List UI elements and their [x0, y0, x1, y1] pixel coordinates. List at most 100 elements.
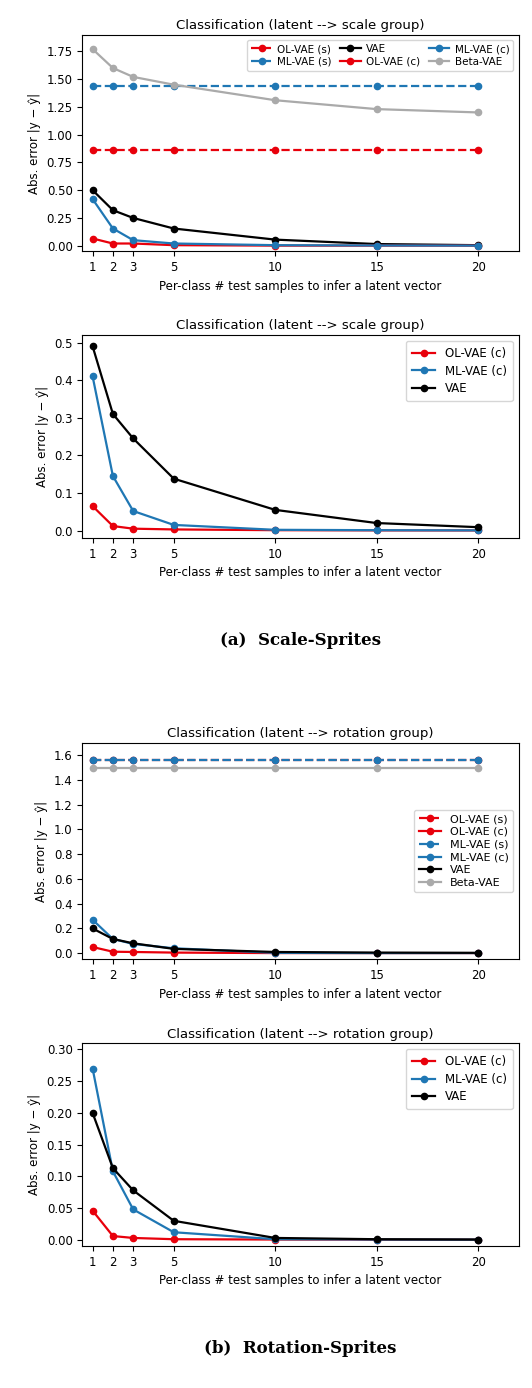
VAE	[272, 944, 278, 960]
ML-VAE (c)	[110, 1163, 116, 1180]
OL-VAE (s)	[171, 752, 177, 769]
OL-VAE (s)	[272, 142, 278, 158]
OL-VAE (s)	[272, 752, 278, 769]
VAE	[171, 221, 177, 237]
ML-VAE (c)	[89, 368, 96, 384]
Beta-VAE	[272, 759, 278, 776]
Line: OL-VAE (c): OL-VAE (c)	[89, 944, 481, 956]
ML-VAE (s)	[272, 78, 278, 94]
ML-VAE (c)	[373, 237, 380, 254]
Line: ML-VAE (c): ML-VAE (c)	[89, 196, 481, 248]
OL-VAE (s)	[130, 142, 136, 158]
VAE	[110, 405, 116, 422]
VAE	[373, 236, 380, 253]
OL-VAE (c)	[171, 944, 177, 960]
OL-VAE (c)	[272, 237, 278, 254]
VAE	[89, 1105, 96, 1122]
OL-VAE (c)	[272, 522, 278, 539]
ML-VAE (s)	[171, 751, 177, 768]
Line: ML-VAE (s): ML-VAE (s)	[89, 756, 481, 762]
VAE	[130, 936, 136, 952]
OL-VAE (c)	[110, 235, 116, 251]
ML-VAE (c)	[373, 522, 380, 539]
Line: ML-VAE (c): ML-VAE (c)	[89, 373, 481, 533]
OL-VAE (c)	[171, 237, 177, 254]
OL-VAE (c)	[373, 1231, 380, 1248]
Beta-VAE	[110, 759, 116, 776]
ML-VAE (c)	[130, 936, 136, 952]
ML-VAE (s)	[130, 78, 136, 94]
ML-VAE (s)	[130, 751, 136, 768]
Beta-VAE	[89, 40, 96, 57]
Line: Beta-VAE: Beta-VAE	[89, 46, 481, 115]
OL-VAE (c)	[110, 518, 116, 534]
VAE	[89, 182, 96, 198]
OL-VAE (c)	[89, 230, 96, 247]
OL-VAE (c)	[130, 235, 136, 251]
Line: VAE: VAE	[89, 343, 481, 530]
Title: Classification (latent --> rotation group): Classification (latent --> rotation grou…	[168, 727, 434, 740]
Line: OL-VAE (c): OL-VAE (c)	[89, 1208, 481, 1242]
Legend: OL-VAE (c), ML-VAE (c), VAE: OL-VAE (c), ML-VAE (c), VAE	[406, 341, 513, 401]
OL-VAE (c)	[130, 944, 136, 960]
VAE	[272, 501, 278, 518]
ML-VAE (s)	[110, 78, 116, 94]
Beta-VAE	[373, 101, 380, 118]
Y-axis label: Abs. error |y − ŷ|: Abs. error |y − ŷ|	[28, 1094, 41, 1195]
VAE	[272, 1230, 278, 1246]
Line: ML-VAE (c): ML-VAE (c)	[89, 1066, 481, 1242]
VAE	[171, 471, 177, 487]
X-axis label: Per-class # test samples to infer a latent vector: Per-class # test samples to infer a late…	[160, 566, 442, 579]
VAE	[475, 944, 481, 960]
X-axis label: Per-class # test samples to infer a latent vector: Per-class # test samples to infer a late…	[160, 1274, 442, 1288]
OL-VAE (c)	[110, 1228, 116, 1245]
OL-VAE (c)	[373, 945, 380, 962]
Title: Classification (latent --> scale group): Classification (latent --> scale group)	[176, 19, 425, 32]
Legend: OL-VAE (s), OL-VAE (c), ML-VAE (s), ML-VAE (c), VAE, Beta-VAE: OL-VAE (s), OL-VAE (c), ML-VAE (s), ML-V…	[414, 809, 513, 892]
Legend: OL-VAE (c), ML-VAE (c), VAE: OL-VAE (c), ML-VAE (c), VAE	[406, 1049, 513, 1109]
Line: VAE: VAE	[89, 187, 481, 248]
VAE	[475, 237, 481, 254]
ML-VAE (c)	[110, 221, 116, 237]
OL-VAE (c)	[171, 520, 177, 537]
Y-axis label: Abs. error |y − ŷ|: Abs. error |y − ŷ|	[36, 386, 48, 487]
ML-VAE (c)	[130, 232, 136, 248]
ML-VAE (c)	[373, 1231, 380, 1248]
ML-VAE (c)	[89, 912, 96, 929]
OL-VAE (c)	[130, 1230, 136, 1246]
OL-VAE (s)	[373, 752, 380, 769]
ML-VAE (s)	[475, 78, 481, 94]
Beta-VAE	[475, 759, 481, 776]
VAE	[475, 519, 481, 536]
VAE	[373, 515, 380, 532]
Line: OL-VAE (c): OL-VAE (c)	[89, 502, 481, 533]
VAE	[272, 232, 278, 248]
ML-VAE (c)	[171, 940, 177, 956]
Legend: OL-VAE (s), ML-VAE (s), VAE, OL-VAE (c), ML-VAE (c), Beta-VAE: OL-VAE (s), ML-VAE (s), VAE, OL-VAE (c),…	[247, 40, 513, 71]
ML-VAE (c)	[475, 1231, 481, 1248]
ML-VAE (c)	[272, 944, 278, 960]
OL-VAE (c)	[475, 945, 481, 962]
Text: (a)  Scale-Sprites: (a) Scale-Sprites	[220, 632, 381, 650]
Line: ML-VAE (s): ML-VAE (s)	[89, 83, 481, 89]
ML-VAE (s)	[89, 78, 96, 94]
VAE	[171, 1213, 177, 1230]
OL-VAE (c)	[272, 945, 278, 962]
Line: Beta-VAE: Beta-VAE	[89, 765, 481, 770]
OL-VAE (s)	[110, 142, 116, 158]
Title: Classification (latent --> scale group): Classification (latent --> scale group)	[176, 319, 425, 333]
VAE	[373, 944, 380, 960]
OL-VAE (c)	[89, 1202, 96, 1219]
ML-VAE (c)	[110, 468, 116, 484]
OL-VAE (s)	[89, 142, 96, 158]
OL-VAE (c)	[475, 237, 481, 254]
VAE	[89, 339, 96, 355]
Y-axis label: Abs. error |y − ŷ|: Abs. error |y − ŷ|	[28, 93, 41, 193]
ML-VAE (s)	[373, 751, 380, 768]
ML-VAE (c)	[475, 237, 481, 254]
VAE	[89, 920, 96, 937]
ML-VAE (c)	[171, 516, 177, 533]
OL-VAE (c)	[272, 1231, 278, 1248]
ML-VAE (c)	[110, 930, 116, 947]
VAE	[373, 1231, 380, 1248]
